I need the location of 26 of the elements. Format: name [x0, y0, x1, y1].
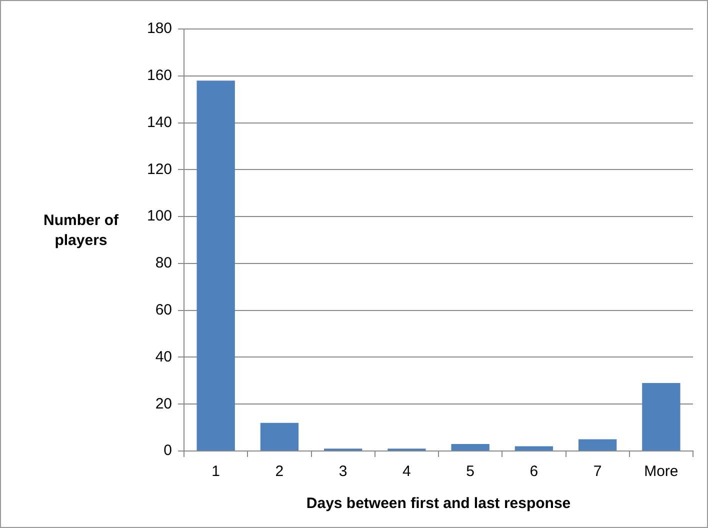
bar [514, 446, 554, 450]
y-tick-label: 0 [164, 442, 172, 460]
y-tick-label: 140 [146, 114, 172, 131]
y-tick-label: 120 [146, 160, 172, 178]
x-tick-label: 1 [212, 463, 220, 480]
y-tick-label: 80 [155, 254, 172, 272]
bar [196, 80, 235, 450]
bar [578, 439, 617, 450]
y-tick-label: 40 [155, 348, 172, 366]
x-tick-label: 2 [275, 463, 284, 480]
y-axis-title: Number of players [42, 211, 120, 251]
y-tick-label: 180 [146, 20, 172, 38]
x-axis-title: Days between first and last response [306, 495, 571, 512]
y-tick-label: 160 [146, 67, 172, 84]
y-tick-label: 100 [146, 208, 172, 225]
bar [642, 383, 680, 450]
x-tick-label: 4 [402, 463, 411, 480]
bar [260, 422, 299, 450]
x-tick-label: More [644, 463, 678, 480]
x-tick-label: 7 [593, 463, 602, 480]
y-tick-label: 20 [155, 395, 172, 412]
x-tick-label: 5 [466, 463, 474, 480]
bar [451, 444, 490, 450]
x-tick-label: 3 [338, 463, 348, 480]
x-tick-label: 6 [530, 463, 538, 480]
y-tick-label: 60 [155, 301, 172, 318]
